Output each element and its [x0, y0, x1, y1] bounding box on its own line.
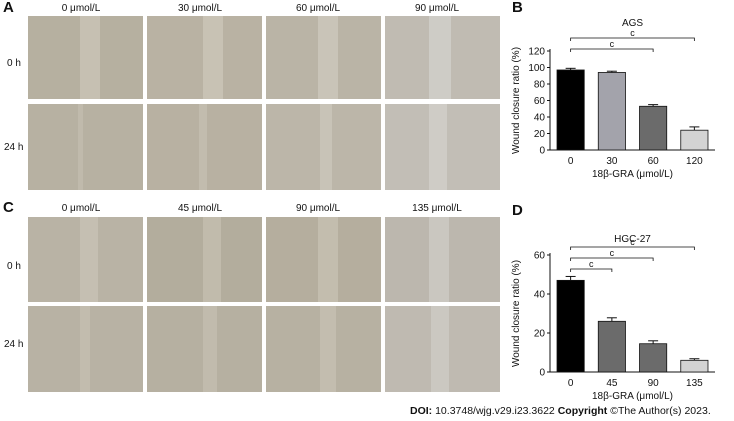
copyright-value: ©The Author(s) 2023.	[610, 405, 711, 417]
panel-c-row-label: 24 h	[4, 339, 24, 350]
significance-label: c	[610, 39, 615, 49]
micrograph-c-24h-135	[385, 306, 500, 392]
x-tick-label: 45	[606, 378, 618, 389]
significance-label: c	[630, 28, 635, 38]
panel-label-b: B	[512, 0, 523, 16]
micrograph-a-0h-60	[266, 16, 381, 99]
panel-c-col-label: 45 μmol/L	[177, 203, 223, 214]
doi-label: DOI:	[410, 405, 433, 417]
y-tick-label: 20	[534, 329, 546, 340]
bar	[556, 69, 585, 151]
y-axis-label: Wound closure ratio (%)	[511, 47, 522, 154]
micrograph-a-24h-90	[385, 104, 500, 190]
panel-label-c: C	[3, 199, 14, 216]
significance-label: c	[630, 237, 635, 247]
panel-a-col-label: 30 μmol/L	[177, 3, 223, 14]
bar	[680, 129, 709, 151]
micrograph-c-0h-45	[147, 217, 262, 302]
y-tick-label: 100	[528, 63, 545, 74]
panel-label-d: D	[512, 202, 523, 219]
micrograph-c-24h-45	[147, 306, 262, 392]
micrograph-c-0h-90	[266, 217, 381, 302]
doi-value: 10.3748/wjg.v29.i23.3622	[435, 405, 555, 417]
x-tick-label: 0	[568, 156, 574, 167]
y-tick-label: 40	[534, 290, 546, 301]
significance-label: c	[589, 259, 594, 269]
x-tick-label: 135	[686, 378, 703, 389]
micrograph-a-0h-0	[28, 16, 143, 99]
x-tick-label: 30	[606, 156, 618, 167]
x-tick-label: 60	[648, 156, 660, 167]
x-axis-label: 18β-GRA (μmol/L)	[592, 391, 673, 402]
y-tick-label: 0	[539, 368, 545, 379]
x-tick-label: 90	[648, 378, 660, 389]
significance-bracket	[570, 37, 695, 41]
chart-b: AGS Wound closure ratio (%) 0 20 40 60 80 100 12…	[511, 18, 715, 180]
copyright-label: Copyright	[557, 405, 608, 417]
citation-footer: DOI: 10.3748/wjg.v29.i23.3622 Copyright …	[410, 405, 711, 417]
y-axis-label: Wound closure ratio (%)	[511, 260, 522, 367]
panel-a-col-label: 90 μmol/L	[414, 3, 460, 14]
panel-c-row-label: 0 h	[7, 261, 21, 272]
chart-title: HGC-27	[614, 234, 651, 245]
micrograph-a-24h-60	[266, 104, 381, 190]
panel-a-col-label: 0 μmol/L	[61, 3, 101, 14]
micrograph-c-24h-90	[266, 306, 381, 392]
y-tick-label: 80	[534, 80, 546, 91]
panel-c-col-label: 135 μmol/L	[412, 203, 462, 214]
x-tick-label: 0	[568, 378, 574, 389]
significance-label: c	[610, 248, 615, 258]
panel-a-row-label: 0 h	[7, 58, 21, 69]
panel-a-col-label: 60 μmol/L	[295, 3, 341, 14]
micrograph-a-24h-0	[28, 104, 143, 190]
micrograph-c-0h-0	[28, 217, 143, 302]
bar	[556, 279, 585, 373]
significance-bracket	[570, 257, 654, 261]
significance-bracket	[570, 246, 695, 250]
y-tick-label: 120	[528, 47, 545, 58]
y-tick-label: 20	[534, 129, 546, 140]
x-axis-label: 18β-GRA (μmol/L)	[592, 169, 673, 180]
chart-title: AGS	[622, 18, 643, 29]
micrograph-a-0h-30	[147, 16, 262, 99]
panel-c-col-label: 90 μmol/L	[295, 203, 341, 214]
bar	[639, 343, 668, 373]
y-tick-label: 60	[534, 96, 546, 107]
y-tick-label: 0	[539, 146, 545, 157]
bar	[680, 359, 709, 373]
y-tick-label: 60	[534, 251, 546, 262]
panel-a-row-label: 24 h	[4, 142, 24, 153]
micrograph-a-0h-90	[385, 16, 500, 99]
panel-c-col-label: 0 μmol/L	[61, 203, 101, 214]
micrograph-c-24h-0	[28, 306, 143, 392]
y-tick-label: 40	[534, 113, 546, 124]
bar	[639, 105, 668, 151]
micrograph-a-24h-30	[147, 104, 262, 190]
chart-d: HGC-27 Wound closure ratio (%) 0 20 40 60 0 45 9…	[511, 234, 715, 402]
bar	[597, 72, 626, 151]
micrograph-c-0h-135	[385, 217, 500, 302]
bar	[597, 320, 626, 373]
significance-bracket	[570, 48, 654, 52]
panel-label-a: A	[3, 0, 14, 16]
x-tick-label: 120	[686, 156, 703, 167]
significance-bracket	[570, 268, 613, 272]
